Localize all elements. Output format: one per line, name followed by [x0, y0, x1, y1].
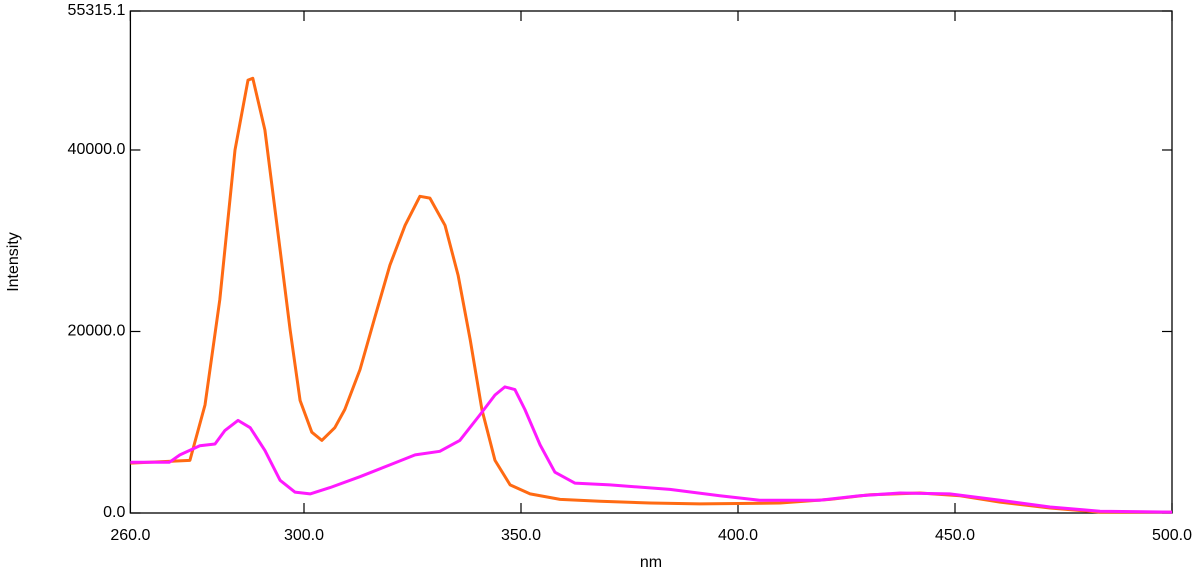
- plot-frame: [129, 10, 1173, 514]
- y-tick-label: 0.0: [103, 504, 125, 521]
- y-axis-label: Intensity: [5, 232, 22, 292]
- y-tick-label: 55315.1: [68, 2, 126, 19]
- series-line: [130, 385, 1173, 514]
- series-line: [130, 76, 1172, 514]
- x-tick-label: 400.0: [718, 527, 758, 544]
- x-tick-label: 450.0: [935, 527, 975, 544]
- x-tick-label: 260.0: [110, 527, 150, 544]
- y-tick-label: 40000.0: [68, 141, 126, 158]
- x-tick-label: 300.0: [284, 527, 324, 544]
- x-tick-label: 350.0: [501, 527, 541, 544]
- x-tick-label: 500.0: [1152, 527, 1192, 544]
- y-tick-label: 20000.0: [68, 323, 126, 340]
- x-axis-label: nm: [640, 554, 662, 571]
